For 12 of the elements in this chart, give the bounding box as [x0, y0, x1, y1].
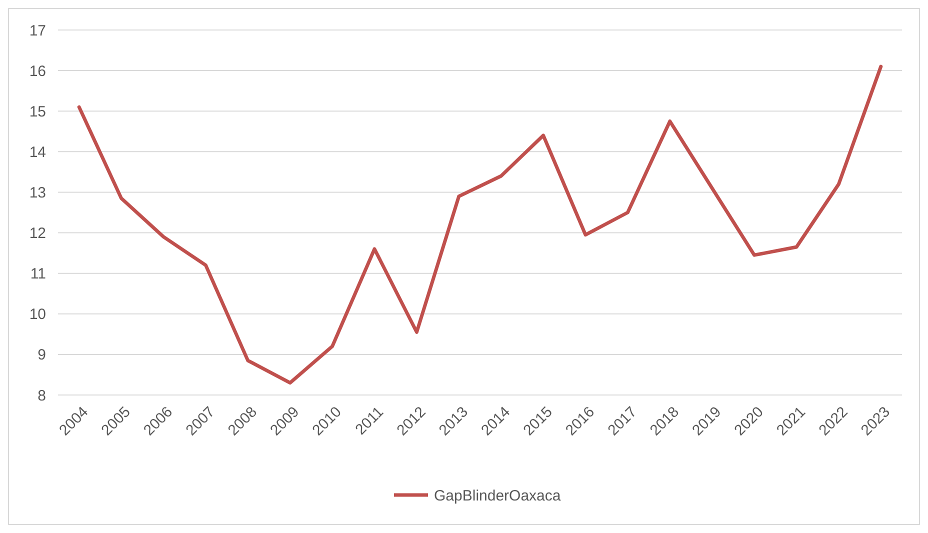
y-tick-label: 11: [30, 266, 46, 283]
legend-label: GapBlinderOaxaca: [434, 487, 562, 504]
y-tick-label: 14: [29, 144, 46, 161]
y-tick-label: 12: [29, 225, 46, 242]
y-tick-label: 17: [29, 22, 46, 40]
y-tick-label: 13: [29, 184, 46, 202]
line-series: [77, 64, 883, 385]
y-tick-label: 9: [38, 346, 46, 364]
y-tick-label: 15: [29, 103, 46, 120]
y-tick-label: 16: [29, 62, 46, 80]
y-tick-label: 10: [29, 306, 46, 324]
y-tick-label: 8: [38, 387, 46, 404]
